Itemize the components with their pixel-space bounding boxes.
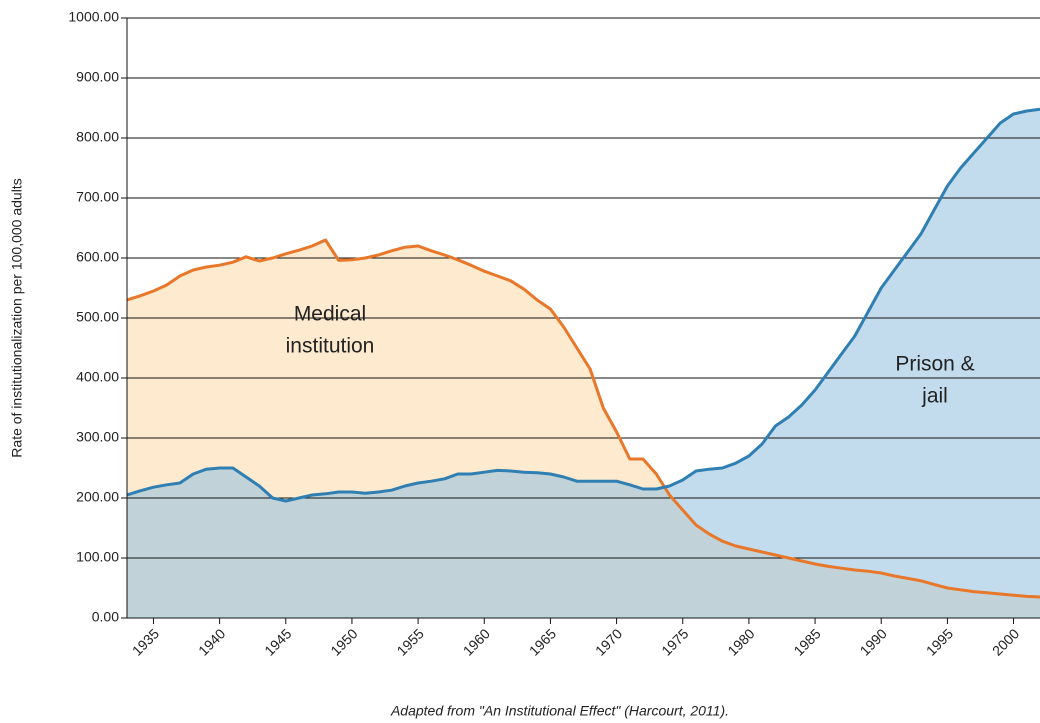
x-tick-label: 1940 bbox=[195, 625, 228, 658]
x-tick-label: 1995 bbox=[923, 625, 956, 658]
y-tick-label: 0.00 bbox=[92, 609, 119, 625]
x-tick-label: 1955 bbox=[393, 625, 426, 658]
x-tick-label: 1975 bbox=[658, 625, 691, 658]
source-note: Adapted from "An Institutional Effect" (… bbox=[390, 703, 729, 719]
y-tick-label: 900.00 bbox=[76, 69, 119, 85]
series-annotation: Prison & bbox=[895, 353, 974, 376]
y-axis-label: Rate of institutionalization per 100,000… bbox=[9, 178, 25, 457]
x-tick-label: 2000 bbox=[989, 625, 1022, 658]
x-tick-label: 1965 bbox=[526, 625, 559, 658]
x-tick-label: 1970 bbox=[592, 625, 625, 658]
y-tick-label: 100.00 bbox=[76, 549, 119, 565]
y-tick-label: 800.00 bbox=[76, 129, 119, 145]
line bbox=[126, 238, 1040, 599]
series-annotation: jail bbox=[921, 385, 948, 408]
x-tick-label: 1980 bbox=[724, 625, 757, 658]
y-tick-label: 700.00 bbox=[76, 189, 119, 205]
x-tick-label: 1950 bbox=[327, 625, 360, 658]
x-tick-label: 1960 bbox=[460, 625, 493, 658]
y-tick-label: 1000.00 bbox=[68, 9, 119, 25]
y-tick-label: 200.00 bbox=[76, 489, 119, 505]
line bbox=[126, 107, 1040, 503]
series-annotation: institution bbox=[286, 335, 375, 358]
x-tick-label: 1985 bbox=[790, 625, 823, 658]
series-annotation: Medical bbox=[294, 303, 366, 326]
y-tick-label: 300.00 bbox=[76, 429, 119, 445]
y-tick-label: 400.00 bbox=[76, 369, 119, 385]
x-tick-label: 1945 bbox=[261, 625, 294, 658]
y-tick-label: 600.00 bbox=[76, 249, 119, 265]
x-tick-label: 1990 bbox=[857, 625, 890, 658]
y-tick-label: 500.00 bbox=[76, 309, 119, 325]
area bbox=[127, 109, 1040, 618]
x-tick-label: 1935 bbox=[129, 625, 162, 658]
